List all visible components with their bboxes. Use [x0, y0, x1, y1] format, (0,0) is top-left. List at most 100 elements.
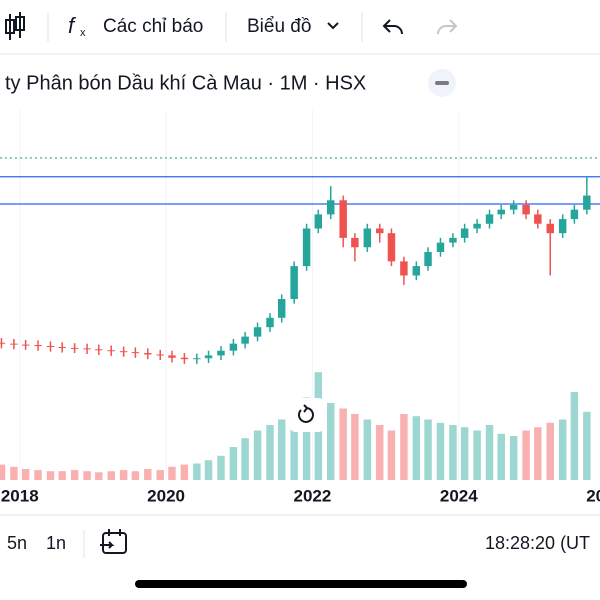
x-tick-label: 2022: [294, 486, 332, 505]
candle-body: [302, 228, 311, 267]
candle-icon[interactable]: [5, 12, 25, 40]
candle-body: [229, 343, 238, 351]
candle-body: [424, 251, 432, 267]
volume-bar: [119, 470, 128, 480]
volume-bar: [460, 427, 469, 480]
candle-body: [509, 204, 518, 210]
volume-bar: [351, 414, 359, 480]
volume-bar: [363, 419, 372, 480]
volume-bar: [534, 427, 542, 480]
volume-bar: [21, 469, 30, 480]
candle-body: [107, 350, 115, 352]
volume-bar: [290, 414, 298, 480]
candle-body: [376, 228, 384, 234]
candle-body: [534, 214, 542, 224]
volume-bar: [387, 430, 396, 480]
volume-bar: [497, 433, 505, 480]
volume-bar: [204, 460, 213, 480]
candle-body: [34, 345, 42, 347]
candle-body: [156, 354, 164, 356]
volume-bar: [241, 438, 249, 480]
dropdown-arrow[interactable]: [327, 22, 339, 30]
redo-button[interactable]: [437, 19, 458, 35]
x-tick-label: 2026: [586, 486, 600, 505]
candle-body: [387, 233, 396, 262]
volume-bar: [449, 425, 457, 480]
volume-bar: [144, 469, 152, 480]
candle-body: [193, 358, 201, 360]
candle-body: [351, 237, 359, 248]
candle-body: [10, 343, 18, 345]
volume-bar: [83, 471, 91, 480]
candle-body: [570, 209, 579, 220]
x-tick-label: 2020: [147, 486, 185, 505]
candle-body: [204, 355, 213, 359]
home-indicator: [135, 580, 467, 588]
volume-bar: [10, 466, 18, 480]
candle-body: [277, 298, 286, 318]
volume-bar: [229, 447, 238, 480]
chart: 2018 2020 2022 2024 2026: [0, 110, 600, 505]
candle-body: [400, 261, 408, 276]
reset-button[interactable]: [290, 398, 324, 432]
toolbar: f x Các chỉ báo Biểu đồ: [0, 12, 600, 55]
volume-bar: [473, 430, 481, 480]
candle-body: [314, 214, 323, 229]
fx-icon[interactable]: f: [68, 13, 77, 38]
x-tick-label: 2018: [1, 486, 39, 505]
candle-body: [0, 342, 6, 344]
volume-bar: [485, 425, 494, 480]
range-button[interactable]: 5n: [7, 533, 27, 553]
volume-bar: [70, 470, 79, 480]
candle-body: [327, 200, 335, 215]
volume-bar: [339, 408, 347, 480]
fx-icon-x[interactable]: x: [80, 27, 86, 39]
goto-date-button[interactable]: [100, 529, 127, 554]
symbol-title: ty Phân bón Dầu khí Cà Mau · 1M · HSX: [5, 72, 366, 94]
undo-button[interactable]: [382, 19, 403, 35]
candle-body: [412, 266, 421, 276]
volume-bar: [424, 419, 432, 480]
volume-bar: [266, 425, 274, 480]
candle-body: [144, 353, 152, 355]
candle-body: [473, 223, 481, 229]
candle-body: [339, 200, 347, 238]
candle-body: [546, 223, 554, 234]
volume-bar: [546, 422, 554, 480]
x-tick-label: 2024: [440, 486, 478, 505]
candle-body: [290, 266, 298, 299]
candle-body: [558, 219, 567, 234]
chart-type-button[interactable]: Biểu đồ: [247, 16, 311, 37]
volume-bar: [327, 403, 335, 480]
candle-body: [253, 327, 262, 337]
volume-bar: [107, 471, 115, 480]
candle-body: [168, 355, 176, 358]
volume-bar: [509, 436, 518, 480]
volume-bar: [180, 464, 189, 480]
candle-body: [485, 214, 494, 224]
candle-body: [46, 346, 55, 348]
range-button[interactable]: 1n: [46, 533, 66, 553]
volume-bar: [46, 471, 55, 480]
candle-body: [217, 350, 225, 356]
volume-bar: [277, 419, 286, 480]
candle-body: [497, 209, 505, 215]
volume-bar: [217, 455, 225, 480]
volume-bar: [34, 470, 42, 480]
volume-bar: [58, 471, 66, 480]
candle-body: [180, 357, 189, 360]
candle-body: [522, 204, 530, 215]
volume-bar: [156, 470, 164, 480]
indicators-button[interactable]: Các chỉ báo: [103, 16, 203, 37]
candle-body: [70, 347, 79, 349]
candle-body: [449, 237, 457, 243]
volume-bar: [0, 464, 6, 480]
candle-body: [241, 336, 249, 344]
candle-body: [131, 352, 140, 354]
volume-bar: [412, 416, 421, 480]
candle-body: [266, 317, 274, 328]
volume-bar: [302, 397, 311, 480]
volume-bar: [168, 466, 176, 480]
volume-bar: [253, 430, 262, 480]
volume-bar: [376, 425, 384, 480]
